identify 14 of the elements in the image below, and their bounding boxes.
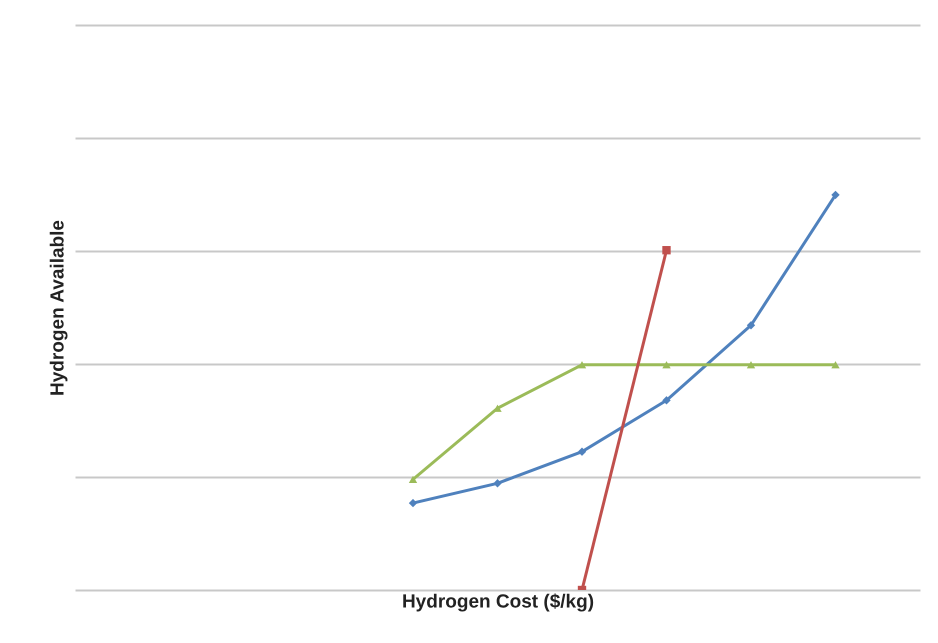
point xyxy=(408,476,418,483)
point xyxy=(831,190,840,200)
point xyxy=(493,479,502,488)
y-axis-title: Hydrogen Available xyxy=(48,220,68,396)
point xyxy=(662,246,671,254)
point xyxy=(578,448,586,456)
point xyxy=(662,361,671,368)
point xyxy=(662,396,671,405)
point xyxy=(746,361,756,368)
point xyxy=(831,361,840,368)
x-axis-title: Hydrogen Cost ($/kg) xyxy=(402,592,594,612)
point xyxy=(746,321,756,330)
point xyxy=(408,498,418,508)
point xyxy=(578,361,586,368)
